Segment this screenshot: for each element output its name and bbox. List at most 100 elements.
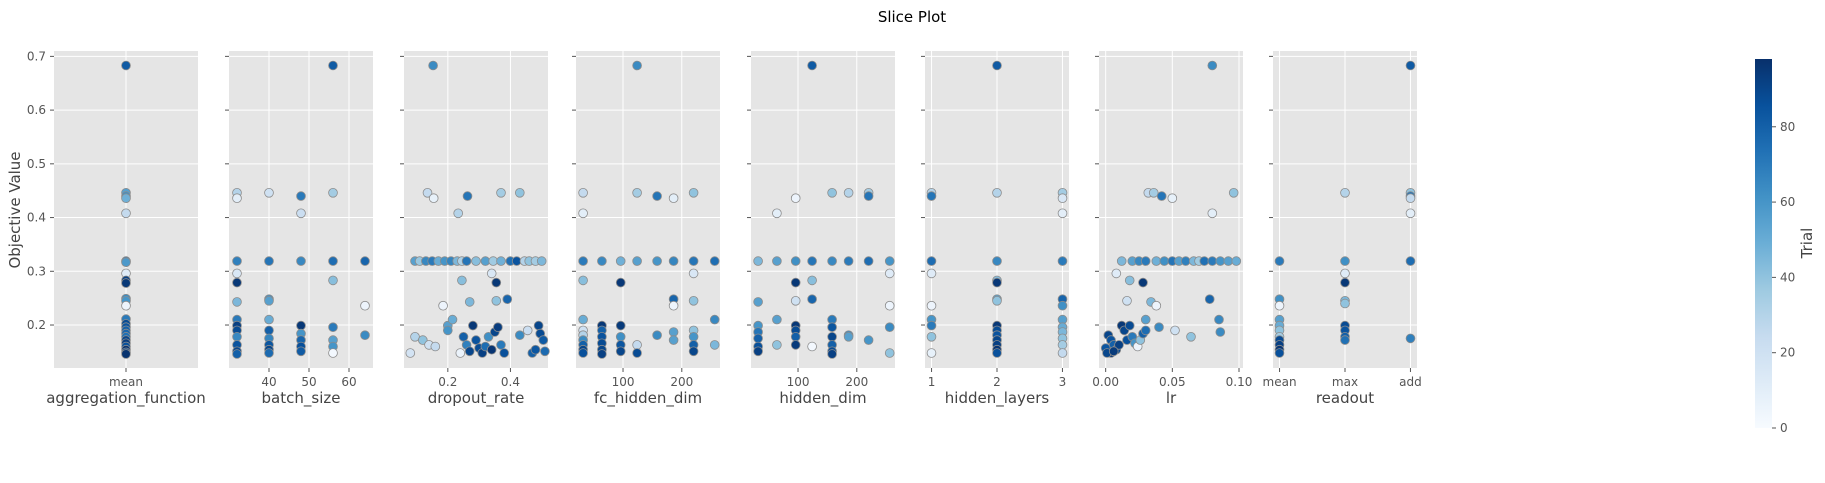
data-point	[615, 277, 626, 288]
data-point	[843, 331, 854, 342]
data-point	[578, 256, 588, 266]
data-point	[360, 300, 370, 311]
data-point	[1340, 277, 1350, 288]
panel-background	[404, 51, 548, 368]
data-point	[1180, 256, 1191, 266]
data-point	[926, 191, 937, 201]
data-point	[688, 256, 699, 266]
data-point	[615, 320, 626, 331]
data-point	[668, 335, 679, 345]
data-point	[709, 340, 720, 350]
data-point	[1140, 325, 1151, 336]
data-point	[121, 257, 131, 268]
data-point	[121, 208, 131, 219]
colorbar-tick-label: 40	[1780, 270, 1795, 284]
data-point	[296, 320, 306, 331]
data-point	[442, 325, 453, 336]
data-point	[807, 294, 817, 305]
data-point	[790, 295, 801, 306]
x-tick-label: 0.05	[1159, 375, 1186, 389]
x-tick-label: 200	[670, 375, 693, 389]
data-point	[615, 346, 626, 357]
colorbar-tick-label: 60	[1780, 195, 1795, 209]
data-point	[1148, 188, 1159, 198]
data-point	[632, 188, 642, 198]
data-point	[422, 188, 433, 198]
data-point	[468, 320, 478, 331]
data-point	[1151, 300, 1162, 311]
data-point	[328, 188, 338, 198]
data-point	[1274, 300, 1285, 311]
x-axis-label-hidden_dim: hidden_dim	[779, 389, 866, 408]
data-point	[453, 208, 464, 219]
data-point	[1159, 256, 1170, 266]
panels: mean 0.2 0.3 0.4 0.5 0.6 0.7 aggregation_functi…	[27, 49, 1422, 408]
data-point	[863, 191, 874, 201]
data-point	[843, 256, 854, 266]
data-point	[1057, 208, 1068, 219]
data-point	[753, 297, 763, 307]
data-point	[533, 320, 544, 331]
data-point	[499, 348, 510, 358]
data-point	[428, 60, 438, 71]
data-point	[827, 322, 837, 333]
data-point	[121, 60, 131, 71]
data-point	[772, 256, 782, 266]
data-point	[1204, 294, 1215, 305]
x-axis-label-dropout_rate: dropout_rate	[428, 389, 525, 408]
data-point	[843, 188, 854, 198]
data-point	[461, 256, 472, 266]
data-point	[1057, 256, 1068, 266]
data-point	[1114, 340, 1124, 350]
data-point	[807, 341, 817, 352]
data-point	[264, 325, 274, 336]
data-point	[264, 188, 274, 198]
data-point	[232, 268, 242, 279]
data-point	[464, 297, 475, 307]
x-tick-label: 0.00	[1092, 375, 1119, 389]
data-point	[1207, 60, 1218, 71]
data-point	[496, 188, 506, 198]
data-point	[615, 331, 626, 342]
colorbar-tick-label: 80	[1780, 120, 1795, 134]
x-tick-label: max	[1332, 375, 1358, 389]
data-point	[540, 346, 550, 357]
data-point	[884, 268, 895, 279]
data-point	[491, 277, 502, 288]
data-point	[827, 188, 837, 198]
data-point	[405, 348, 416, 358]
data-point	[121, 300, 131, 311]
data-point	[1057, 193, 1068, 204]
colorbar: 0 20 40 60 80 Trial	[1755, 59, 1816, 435]
data-point	[668, 327, 679, 337]
data-point	[753, 346, 763, 357]
data-point	[1199, 256, 1210, 266]
data-point	[688, 346, 699, 357]
data-point	[578, 275, 588, 286]
data-point	[1207, 256, 1218, 266]
data-point	[1124, 320, 1135, 331]
data-point	[538, 335, 549, 345]
data-point	[578, 314, 588, 325]
x-tick-label: 2	[993, 375, 1001, 389]
data-point	[514, 188, 525, 198]
data-point	[264, 295, 274, 306]
data-point	[493, 322, 503, 333]
data-point	[502, 294, 513, 305]
data-point	[430, 341, 441, 352]
x-axis-label-readout: readout	[1316, 389, 1374, 407]
data-point	[264, 256, 274, 266]
data-point	[1340, 256, 1350, 266]
data-point	[1186, 331, 1196, 342]
colorbar-tick-label: 20	[1780, 346, 1795, 360]
data-point	[688, 188, 699, 198]
data-point	[1405, 60, 1416, 71]
data-point	[1167, 193, 1178, 204]
data-point	[578, 188, 588, 198]
data-point	[884, 300, 895, 311]
data-point	[1405, 193, 1416, 204]
